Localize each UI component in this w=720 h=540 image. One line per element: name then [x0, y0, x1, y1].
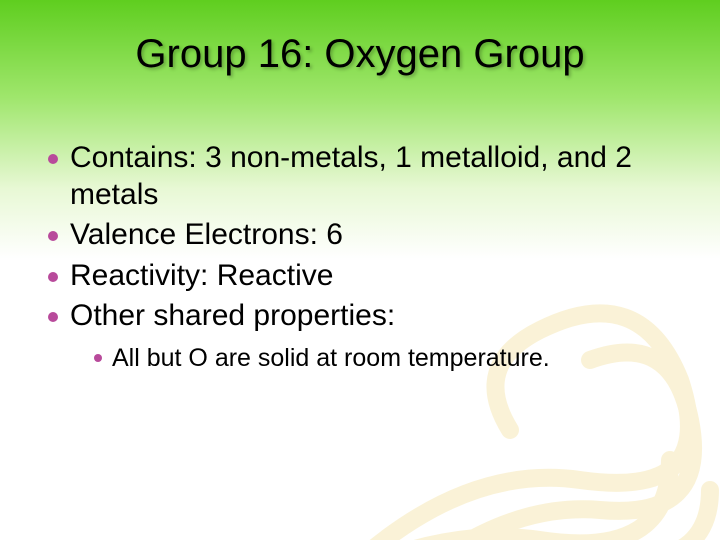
bullet-item: Reactivity: Reactive — [48, 258, 680, 295]
bullet-item: Other shared properties: — [48, 298, 680, 335]
slide-title: Group 16: Oxygen Group — [0, 32, 720, 77]
bullet-text: Contains: 3 non-metals, 1 metalloid, and… — [70, 140, 680, 213]
bullet-dot-icon — [94, 354, 102, 362]
slide: Group 16: Oxygen Group Contains: 3 non-m… — [0, 0, 720, 540]
bullet-text: Other shared properties: — [70, 298, 395, 335]
bullet-dot-icon — [48, 312, 58, 322]
bullet-text: Reactivity: Reactive — [70, 258, 333, 295]
bullet-text: All but O are solid at room temperature. — [112, 343, 550, 373]
bullet-item-sub: All but O are solid at room temperature. — [94, 343, 680, 373]
bullet-dot-icon — [48, 231, 58, 241]
slide-content: Contains: 3 non-metals, 1 metalloid, and… — [48, 140, 680, 373]
bullet-item: Contains: 3 non-metals, 1 metalloid, and… — [48, 140, 680, 213]
bullet-dot-icon — [48, 154, 58, 164]
bullet-item: Valence Electrons: 6 — [48, 217, 680, 254]
bullet-text: Valence Electrons: 6 — [70, 217, 343, 254]
bullet-dot-icon — [48, 272, 58, 282]
